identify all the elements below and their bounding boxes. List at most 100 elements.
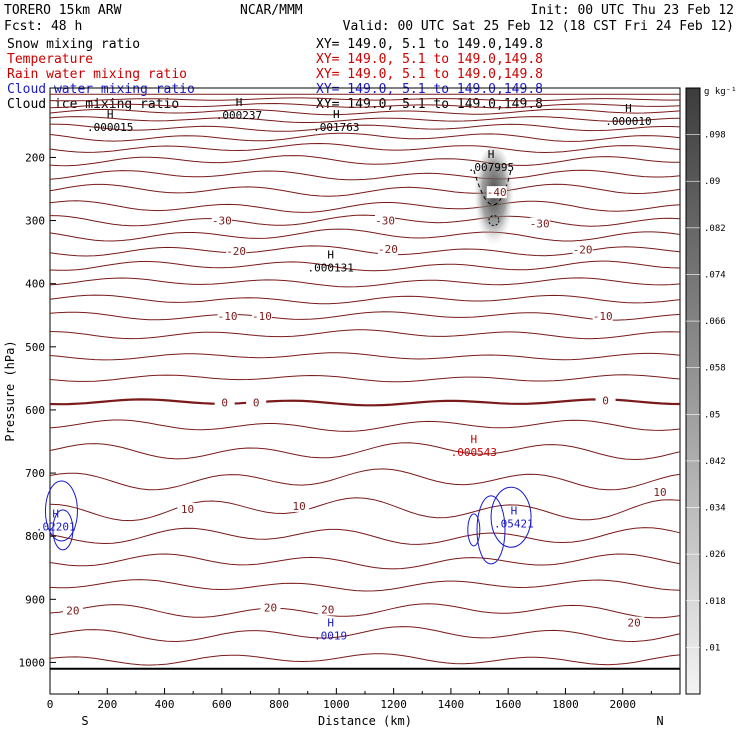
isotherm-label-bg-8 xyxy=(251,309,272,322)
contour-labels: -30 -30 -40 -30 -20 -20 -20 -10 -10 -10 0 0 0 10 10 10 2… xyxy=(62,186,670,630)
isotherm-label-bg-1 xyxy=(375,214,396,227)
colorbar-ramp xyxy=(685,87,701,695)
field-name-0: Snow mixing ratio xyxy=(7,37,140,52)
x-tick-label-1000: 1000 xyxy=(323,698,350,711)
isotherm-label-17: 20 xyxy=(264,602,277,615)
org-title: NCAR/MMM xyxy=(240,3,303,18)
isotherm-label-bg-13 xyxy=(177,503,198,516)
isotherm-label-16: 20 xyxy=(66,605,79,618)
isotherm-line-26 xyxy=(49,497,681,522)
isotherm-label-7: -10 xyxy=(218,310,238,323)
y-axis-label: Pressure (hPa) xyxy=(3,340,17,441)
isotherm-label-4: -20 xyxy=(226,245,246,258)
isotherm-label-bg-14 xyxy=(289,499,310,512)
high-value-4: .000010 xyxy=(605,115,651,128)
cloud-ice-shading xyxy=(473,146,514,251)
field-xy-3: XY= 149.0, 5.1 to 149.0,149.8 xyxy=(316,82,543,97)
temperature-contours xyxy=(49,93,681,670)
isotherm-line-19 xyxy=(49,329,681,340)
colorbar-level-4: .066 xyxy=(704,317,726,327)
colorbar-level-11: .01 xyxy=(704,643,720,653)
y-tick-label-1000: 1000 xyxy=(19,656,46,669)
isotherm-line-6 xyxy=(49,132,681,142)
colorbar: .098 .09 .082 .074 .066 .058 .05 .042 .034 .026 .0… xyxy=(685,87,737,695)
x-tick-label-1600: 1600 xyxy=(495,698,522,711)
high-value-9: .0019 xyxy=(314,630,347,643)
isotherm-line-25 xyxy=(49,468,681,491)
isotherm-line-23 xyxy=(49,419,681,432)
high-marker-8: H xyxy=(52,507,59,520)
y-tick-label-800: 800 xyxy=(25,530,45,543)
isotherm-label-bg-3 xyxy=(529,217,550,230)
model-title: TORERO 15km ARW xyxy=(4,3,122,18)
south-label: S xyxy=(81,714,88,728)
colorbar-level-8: .034 xyxy=(704,504,726,514)
field-xy-2: XY= 149.0, 5.1 to 149.0,149.8 xyxy=(316,67,543,82)
y-tick-label-200: 200 xyxy=(25,151,45,164)
isotherm-line-5 xyxy=(49,123,681,132)
forecast-hour: Fcst: 48 h xyxy=(4,19,82,34)
high-marker-7: H xyxy=(511,504,518,517)
x-tick-label-2000: 2000 xyxy=(609,698,636,711)
isotherm-label-19: 20 xyxy=(628,617,641,630)
isotherm-label-bg-15 xyxy=(649,486,670,498)
x-axis-label: Distance (km) xyxy=(318,714,412,728)
x-tick-label-400: 400 xyxy=(155,698,175,711)
isotherm-label-5: -20 xyxy=(378,243,398,256)
isotherm-label-13: 10 xyxy=(181,503,194,516)
isotherm-line-29 xyxy=(49,579,681,592)
cloud-water-contour-3 xyxy=(490,486,532,548)
cloud-water-contour-4 xyxy=(467,513,481,547)
isotherm-label-10: 0 xyxy=(221,396,228,409)
colorbar-unit: g kg⁻¹ xyxy=(704,87,737,97)
isotherm-label-14: 10 xyxy=(293,500,306,513)
isotherm-label-bg-12 xyxy=(595,394,616,407)
isotherm-line-9 xyxy=(49,169,681,181)
valid-time: Valid: 00 UTC Sat 25 Feb 12 (18 CST Fri … xyxy=(343,19,734,34)
isotherm-line-28 xyxy=(49,553,681,570)
isotherm-line-27 xyxy=(49,527,681,545)
isotherm-label-bg-0 xyxy=(211,214,232,227)
isotherm-label-1: -30 xyxy=(375,215,395,228)
colorbar-level-0: .098 xyxy=(704,131,726,141)
isotherm-label-bg-7 xyxy=(217,309,238,322)
x-tick-label-0: 0 xyxy=(47,698,54,711)
isotherm-line-15 xyxy=(49,260,681,272)
high-markers: H.000237H.000015H.001763H.007995H.000010… xyxy=(36,96,652,643)
high-value-3: .007995 xyxy=(468,161,514,174)
isotherm-line-17 xyxy=(49,294,681,305)
x-tick-label-1800: 1800 xyxy=(552,698,579,711)
x-tick-label-1200: 1200 xyxy=(380,698,407,711)
cloud-water-contour-2 xyxy=(476,495,506,565)
isotherm-line-16 xyxy=(49,277,681,288)
colorbar-level-7: .042 xyxy=(704,457,726,467)
x-tick-label-600: 600 xyxy=(212,698,232,711)
y-tick-label-600: 600 xyxy=(25,404,45,417)
high-value-5: .000131 xyxy=(307,262,353,275)
isotherm-label-bg-10 xyxy=(214,396,235,409)
isotherm-label-bg-2 xyxy=(486,186,507,199)
isotherm-label-bg-19 xyxy=(624,616,645,629)
isotherm-label-15: 10 xyxy=(653,486,666,499)
high-marker-2: H xyxy=(333,108,340,121)
high-value-7: .05421 xyxy=(494,517,534,530)
y-tick-label-300: 300 xyxy=(25,215,45,228)
isotherm-label-3: -30 xyxy=(530,218,550,231)
isotherm-label-6: -20 xyxy=(573,244,593,257)
high-marker-4: H xyxy=(625,102,632,115)
high-marker-5: H xyxy=(327,249,334,262)
isotherm-label-12: 0 xyxy=(602,394,609,407)
cloud-water-contour-1 xyxy=(52,509,74,551)
isotherm-label-0: -30 xyxy=(212,215,232,228)
high-marker-9: H xyxy=(327,617,334,630)
colorbar-level-3: .074 xyxy=(704,270,726,280)
isotherm-line-22 xyxy=(49,398,681,407)
isotherm-line-7 xyxy=(49,142,681,154)
high-value-0: .000237 xyxy=(216,109,262,122)
field-xy-top: XY= 149.0, 5.1 to 149.0,149.8 xyxy=(316,37,543,52)
isotherm-line-4 xyxy=(49,116,681,123)
x-tick-label-1400: 1400 xyxy=(438,698,465,711)
isotherm-line-30 xyxy=(49,603,681,619)
colorbar-level-5: .058 xyxy=(704,364,726,374)
colorbar-level-1: .09 xyxy=(704,177,720,187)
